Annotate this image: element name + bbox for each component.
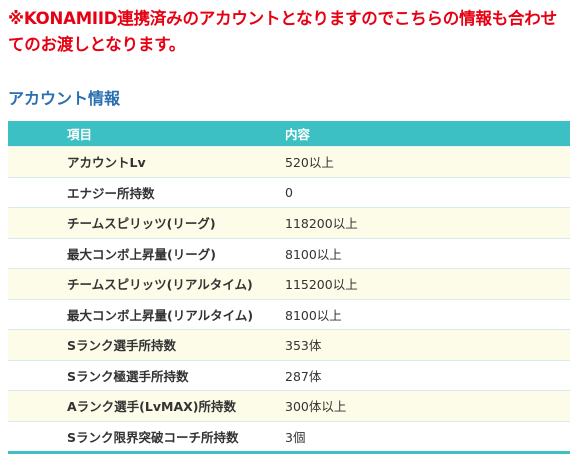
account-info-table: 項目 内容 アカウントLv 520以上 エナジー所持数 0 チームスピリッツ(リ… <box>8 121 570 454</box>
table-row: エナジー所持数 0 <box>8 177 570 208</box>
notice-text: ※KONAMIID連携済みのアカウントとなりますのでこちらの情報も合わせてのお渡… <box>8 9 557 54</box>
row-item: Sランク選手所持数 <box>8 329 285 361</box>
row-item: Aランク選手(LvMAX)所持数 <box>8 390 285 422</box>
row-value: 8100以上 <box>285 238 570 269</box>
row-value: 287体 <box>285 360 570 391</box>
header-content: 内容 <box>285 121 570 147</box>
row-value: 520以上 <box>285 146 570 178</box>
row-item: Sランク限界突破コーチ所持数 <box>8 421 285 454</box>
row-value: 118200以上 <box>285 207 570 239</box>
row-item: アカウントLv <box>8 146 285 178</box>
header-item: 項目 <box>8 121 285 147</box>
table-row: 最大コンボ上昇量(リーグ) 8100以上 <box>8 238 570 269</box>
row-value: 0 <box>285 177 570 208</box>
row-item: Sランク極選手所持数 <box>8 360 285 391</box>
table-row: 最大コンボ上昇量(リアルタイム) 8100以上 <box>8 299 570 330</box>
row-value: 8100以上 <box>285 299 570 330</box>
table-header-row: 項目 内容 <box>8 121 570 147</box>
table-row: アカウントLv 520以上 <box>8 146 570 178</box>
row-value: 3個 <box>285 421 570 454</box>
row-value: 300体以上 <box>285 390 570 422</box>
table-row: チームスピリッツ(リアルタイム) 115200以上 <box>8 268 570 300</box>
table-row: Sランク極選手所持数 287体 <box>8 360 570 391</box>
row-item: エナジー所持数 <box>8 177 285 208</box>
table-row: Aランク選手(LvMAX)所持数 300体以上 <box>8 390 570 422</box>
row-value: 353体 <box>285 329 570 361</box>
table-row: Sランク限界突破コーチ所持数 3個 <box>8 421 570 454</box>
table-row: Sランク選手所持数 353体 <box>8 329 570 361</box>
table-row: チームスピリッツ(リーグ) 118200以上 <box>8 207 570 239</box>
row-item: チームスピリッツ(リアルタイム) <box>8 268 285 300</box>
section-title: アカウント情報 <box>8 89 121 108</box>
row-item: チームスピリッツ(リーグ) <box>8 207 285 239</box>
row-value: 115200以上 <box>285 268 570 300</box>
row-item: 最大コンボ上昇量(リアルタイム) <box>8 299 285 330</box>
row-item: 最大コンボ上昇量(リーグ) <box>8 238 285 269</box>
